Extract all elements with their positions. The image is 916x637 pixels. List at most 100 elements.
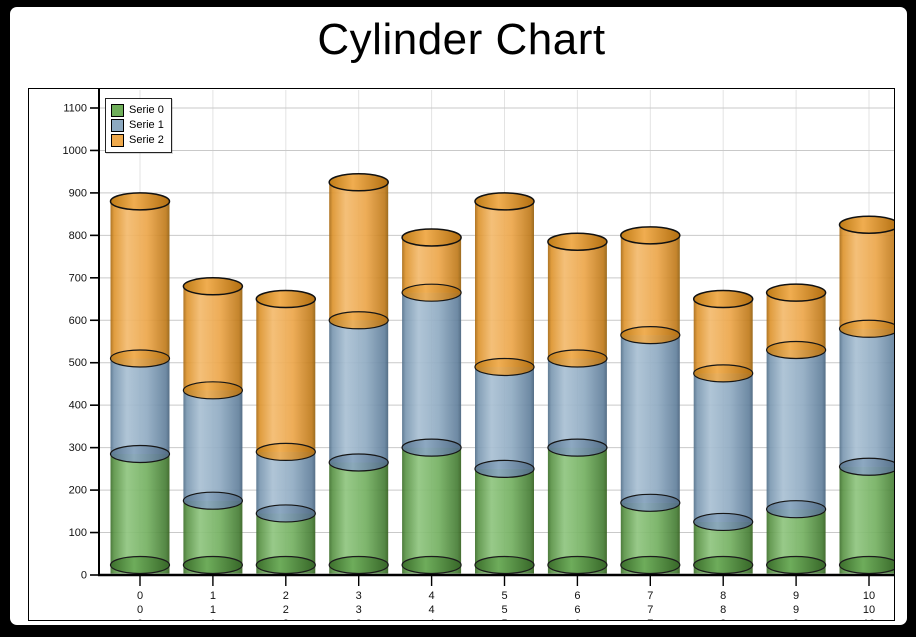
cylinder-top-ellipse (620, 226, 681, 245)
segment-boundary-ellipse-serie-1 (328, 453, 389, 472)
y-tick-label: 600 (69, 315, 87, 327)
cylinder-column-5[interactable] (474, 192, 535, 575)
x-tick-label: 1 (210, 604, 216, 616)
cylinder-bottom-ellipse (401, 555, 462, 575)
segment-body-serie-2 (183, 286, 243, 391)
chart-window-background: Cylinder Chart 0 100 200 300 400 500 600 700 800… (10, 7, 907, 625)
x-tick-label: 10 (863, 590, 875, 602)
cylinder-bottom-ellipse (255, 555, 316, 575)
cylinder-top-ellipse (109, 192, 171, 211)
segment-boundary-ellipse-serie-2 (109, 349, 171, 368)
segment-body-serie-1 (329, 320, 389, 463)
cylinder-column-7[interactable] (620, 226, 681, 575)
legend-swatch-serie-0 (111, 104, 124, 117)
legend-item-serie-0[interactable]: Serie 0 (111, 103, 164, 118)
y-tick-label: 1000 (63, 145, 87, 157)
legend-item-serie-1[interactable]: Serie 1 (111, 118, 164, 133)
legend-item-label: Serie 1 (129, 119, 164, 131)
cylinder-column-1[interactable] (182, 277, 244, 575)
segment-boundary-ellipse-serie-2 (182, 381, 243, 400)
cylinder-top-ellipse (838, 215, 894, 234)
x-tick-label: 4 (429, 590, 435, 602)
segment-boundary-ellipse-serie-1 (255, 504, 316, 523)
x-tick-label: 9 (793, 590, 799, 602)
segment-body-serie-2 (110, 201, 170, 359)
y-tick-label: 500 (69, 357, 87, 369)
cylinder-top-ellipse (401, 228, 462, 247)
segment-body-serie-1 (475, 366, 534, 469)
cylinder-bottom-ellipse (693, 555, 754, 575)
segment-boundary-ellipse-serie-2 (620, 326, 681, 345)
segment-boundary-ellipse-serie-1 (182, 491, 243, 510)
y-tick-label: 0 (81, 570, 87, 582)
cylinder-bottom-ellipse (620, 555, 681, 575)
cylinder-column-2[interactable] (255, 289, 317, 575)
y-tick-label: 200 (69, 485, 87, 497)
segment-body-serie-1 (693, 373, 753, 522)
y-tick-label: 800 (69, 230, 87, 242)
cylinder-top-ellipse (547, 232, 608, 251)
segment-body-serie-1 (547, 358, 607, 448)
segment-body-serie-2 (329, 182, 389, 321)
segment-boundary-ellipse-serie-2 (474, 357, 535, 377)
chart-title: Cylinder Chart (317, 15, 606, 64)
x-tick-label: 1 (210, 618, 216, 620)
segment-boundary-ellipse-serie-2 (765, 340, 827, 360)
x-tick-label: 4 (429, 604, 435, 616)
segment-body-serie-2 (839, 224, 894, 329)
y-tick-label: 1100 (63, 102, 87, 114)
cylinder-top-ellipse (255, 289, 317, 309)
segment-body-serie-2 (256, 299, 316, 452)
x-tick-label: 0 (137, 590, 143, 602)
segment-boundary-ellipse-serie-1 (547, 438, 608, 457)
segment-body-serie-2 (693, 299, 753, 374)
segment-body-serie-0 (839, 466, 894, 574)
segment-body-serie-2 (475, 201, 534, 367)
segment-body-serie-1 (620, 335, 680, 503)
x-tick-label: 8 (720, 604, 726, 616)
cylinder-top-ellipse (474, 192, 535, 211)
x-tick-label: 2 (283, 590, 289, 602)
x-tick-label: 0 (137, 604, 143, 616)
x-tick-label: 6 (574, 590, 580, 602)
legend-item-serie-2[interactable]: Serie 2 (111, 133, 164, 148)
cylinder-column-3[interactable] (328, 173, 389, 575)
legend-swatch-serie-1 (111, 119, 124, 132)
cylinder-bottom-ellipse (838, 555, 894, 575)
x-tick-label: 6 (574, 618, 580, 620)
cylinder-column-4[interactable] (401, 228, 462, 575)
segment-boundary-ellipse-serie-2 (401, 283, 462, 302)
cylinder-bottom-ellipse (182, 555, 243, 575)
x-tick-label: 7 (647, 604, 653, 616)
cylinder-chart-svg: 0 100 200 300 400 500 600 700 800 900 1000 1100 0 0 0 1… (63, 89, 895, 620)
x-tick-label: 8 (720, 590, 726, 602)
cylinder-column-9[interactable] (765, 283, 827, 575)
legend: Serie 0 Serie 1 Serie 2 (105, 98, 172, 153)
segment-boundary-ellipse-serie-1 (693, 512, 754, 532)
cylinder-column-10[interactable] (838, 215, 895, 575)
cylinder-column-6[interactable] (547, 232, 608, 575)
plot-panel: 0 100 200 300 400 500 600 700 800 900 1000 1100 0 0 0 1… (28, 88, 895, 621)
cylinder-column-0[interactable] (109, 192, 171, 575)
y-tick-label: 100 (69, 527, 87, 539)
cylinder-bottom-ellipse (765, 555, 827, 575)
cylinder-top-ellipse (182, 277, 244, 296)
segment-body-serie-0 (547, 447, 607, 574)
x-tick-label: 2 (283, 618, 289, 620)
y-tick-label: 900 (69, 187, 87, 199)
segment-body-serie-0 (402, 447, 462, 574)
x-tick-label: 5 (501, 604, 507, 616)
x-tick-label: 5 (501, 590, 507, 602)
y-tick-label: 400 (69, 400, 87, 412)
x-tick-label: 10 (863, 604, 875, 616)
segment-boundary-ellipse-serie-1 (401, 438, 462, 457)
x-tick-label: 2 (283, 604, 289, 616)
x-tick-label: 6 (574, 604, 580, 616)
x-tick-label: 7 (647, 590, 653, 602)
segment-boundary-ellipse-serie-2 (547, 349, 608, 368)
cylinder-bottom-ellipse (547, 555, 608, 575)
segment-body-serie-1 (402, 292, 462, 448)
cylinder-column-8[interactable] (692, 289, 754, 575)
x-tick-label: 4 (429, 618, 435, 620)
segment-body-serie-2 (766, 292, 826, 350)
